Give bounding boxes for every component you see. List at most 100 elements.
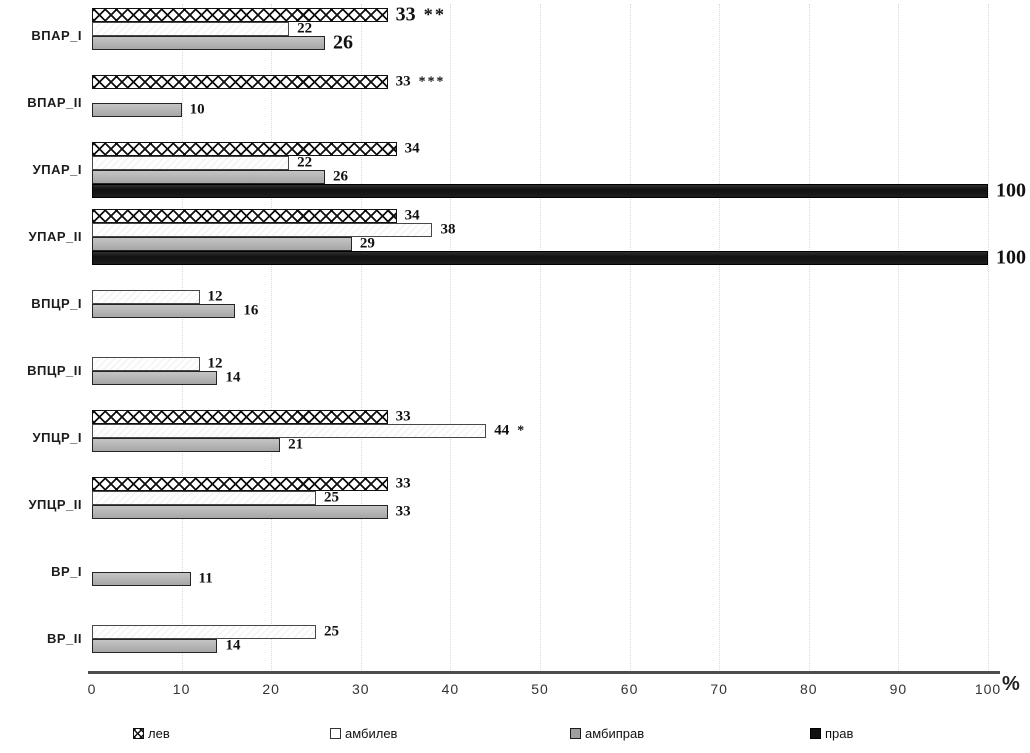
gridline xyxy=(629,4,631,670)
percent-sign: % xyxy=(1002,673,1020,695)
bar-УПАР_I-прав xyxy=(92,183,988,198)
bar-value-label: 44 * xyxy=(494,422,527,438)
bar-value-label: 25 xyxy=(324,489,339,505)
bar-value-label: 33 xyxy=(395,503,411,519)
bar-value-label: 33 *** xyxy=(395,73,446,89)
bar-УПЦР_I-амбилев xyxy=(92,423,487,438)
x-tick-label: 60 xyxy=(620,681,639,697)
gridline xyxy=(540,4,541,670)
bar-ВПАР_I-амбилев xyxy=(92,21,290,36)
category-label-4: УПАР_II xyxy=(28,229,82,244)
bar-УПАР_I-лев xyxy=(92,141,397,156)
bar-value-label: 14 xyxy=(225,637,241,653)
bar-ВР_I-амбиправ xyxy=(92,571,191,586)
bar-value-label: 14 xyxy=(225,369,241,385)
significance-stars: * xyxy=(517,422,527,437)
x-tick-label: 30 xyxy=(352,681,370,697)
bar-ВПЦР_II-амбиправ xyxy=(92,370,218,385)
x-tick-label: 70 xyxy=(710,681,728,697)
bar-УПАР_II-лев xyxy=(92,208,397,223)
bar-value-label: 10 xyxy=(189,101,205,117)
gridline xyxy=(450,4,452,670)
significance-stars: *** xyxy=(418,73,446,88)
category-label-3: УПАР_I xyxy=(32,162,82,177)
bar-value-label: 12 xyxy=(207,355,223,371)
bar-УПЦР_I-амбиправ xyxy=(92,437,281,452)
bar-value-label: 100 xyxy=(996,246,1026,268)
bar-value-label: 21 xyxy=(288,436,304,452)
legend-label: амбилев xyxy=(345,726,398,741)
legend-item-амбиправ: амбиправ xyxy=(570,726,644,741)
bar-ВР_II-амбилев xyxy=(92,624,316,639)
legend-swatch-black-icon xyxy=(810,728,821,739)
bar-value-label: 26 xyxy=(332,168,348,184)
bar-value-label: 26 xyxy=(332,31,353,53)
significance-stars: ** xyxy=(423,4,447,24)
bar-УПЦР_II-амбилев xyxy=(92,490,316,505)
bar-ВПЦР_II-амбилев xyxy=(92,356,200,371)
legend-swatch-white-icon xyxy=(330,728,341,739)
legend-item-лев: лев xyxy=(133,726,170,741)
x-axis-line xyxy=(88,671,1000,674)
bar-УПАР_I-амбилев xyxy=(92,155,290,170)
category-label-5: ВПЦР_I xyxy=(31,296,82,311)
gridline xyxy=(271,4,273,670)
bar-ВПАР_I-амбиправ xyxy=(92,35,325,50)
legend-label: прав xyxy=(825,726,854,741)
bar-value-label: 34 xyxy=(404,207,420,223)
x-tick-label: 40 xyxy=(441,681,460,697)
bar-ВПЦР_I-амбиправ xyxy=(92,303,236,318)
bar-УПАР_I-амбиправ xyxy=(92,169,325,184)
bar-ВПАР_II-лев xyxy=(92,74,388,89)
legend-swatch-gray-icon xyxy=(570,728,581,739)
category-label-1: ВПАР_I xyxy=(31,28,82,43)
bar-УПЦР_II-амбиправ xyxy=(92,504,388,519)
category-label-7: УПЦР_I xyxy=(32,430,82,445)
bar-value-label: 12 xyxy=(207,288,223,304)
bar-value-label: 11 xyxy=(198,570,213,586)
legend-item-прав: прав xyxy=(810,726,853,741)
bar-ВПАР_I-лев xyxy=(92,7,388,22)
gridline xyxy=(719,4,721,670)
bar-value-label: 33 ** xyxy=(395,3,447,25)
bar-value-label: 100 xyxy=(996,179,1026,201)
bar-ВР_II-амбиправ xyxy=(92,638,218,653)
category-label-9: ВР_I xyxy=(51,564,82,579)
legend-label: лев xyxy=(148,726,170,741)
bar-value-label: 33 xyxy=(395,408,411,424)
x-tick-label: 10 xyxy=(172,681,191,697)
bar-УПАР_II-прав xyxy=(92,250,988,265)
x-tick-label: 90 xyxy=(889,681,908,697)
category-label-6: ВПЦР_II xyxy=(27,363,82,378)
gridline xyxy=(988,4,989,670)
gridline xyxy=(360,4,362,670)
legend-item-амбилев: амбилев xyxy=(330,726,397,741)
bar-УПЦР_I-лев xyxy=(92,409,388,424)
bar-УПЦР_II-лев xyxy=(92,476,388,491)
gridline xyxy=(898,4,900,670)
x-tick-label: 100 xyxy=(974,681,1002,697)
x-tick-label: 50 xyxy=(531,681,549,697)
x-tick-label: 80 xyxy=(800,681,818,697)
bar-ВПЦР_I-амбилев xyxy=(92,289,200,304)
gridline xyxy=(181,4,183,670)
bar-ВПАР_II-амбиправ xyxy=(92,102,182,117)
bar-value-label: 22 xyxy=(297,20,313,36)
bar-УПАР_II-амбиправ xyxy=(92,236,352,251)
x-tick-label: 0 xyxy=(87,681,97,697)
category-label-10: ВР_II xyxy=(46,631,82,646)
bar-value-label: 22 xyxy=(297,154,313,170)
bar-value-label: 33 xyxy=(395,475,411,491)
bar-УПАР_II-амбилев xyxy=(92,222,433,237)
legend-label: амбиправ xyxy=(585,726,645,741)
legend-swatch-crosshatch-icon xyxy=(133,728,144,739)
bar-value-label: 38 xyxy=(440,221,456,237)
bar-value-label: 16 xyxy=(243,302,259,318)
x-tick-label: 20 xyxy=(262,681,280,697)
category-label-8: УПЦР_II xyxy=(28,497,82,512)
gridline xyxy=(808,4,810,670)
category-label-2: ВПАР_II xyxy=(27,95,82,110)
bar-value-label: 34 xyxy=(404,140,420,156)
bar-value-label: 29 xyxy=(359,235,375,251)
